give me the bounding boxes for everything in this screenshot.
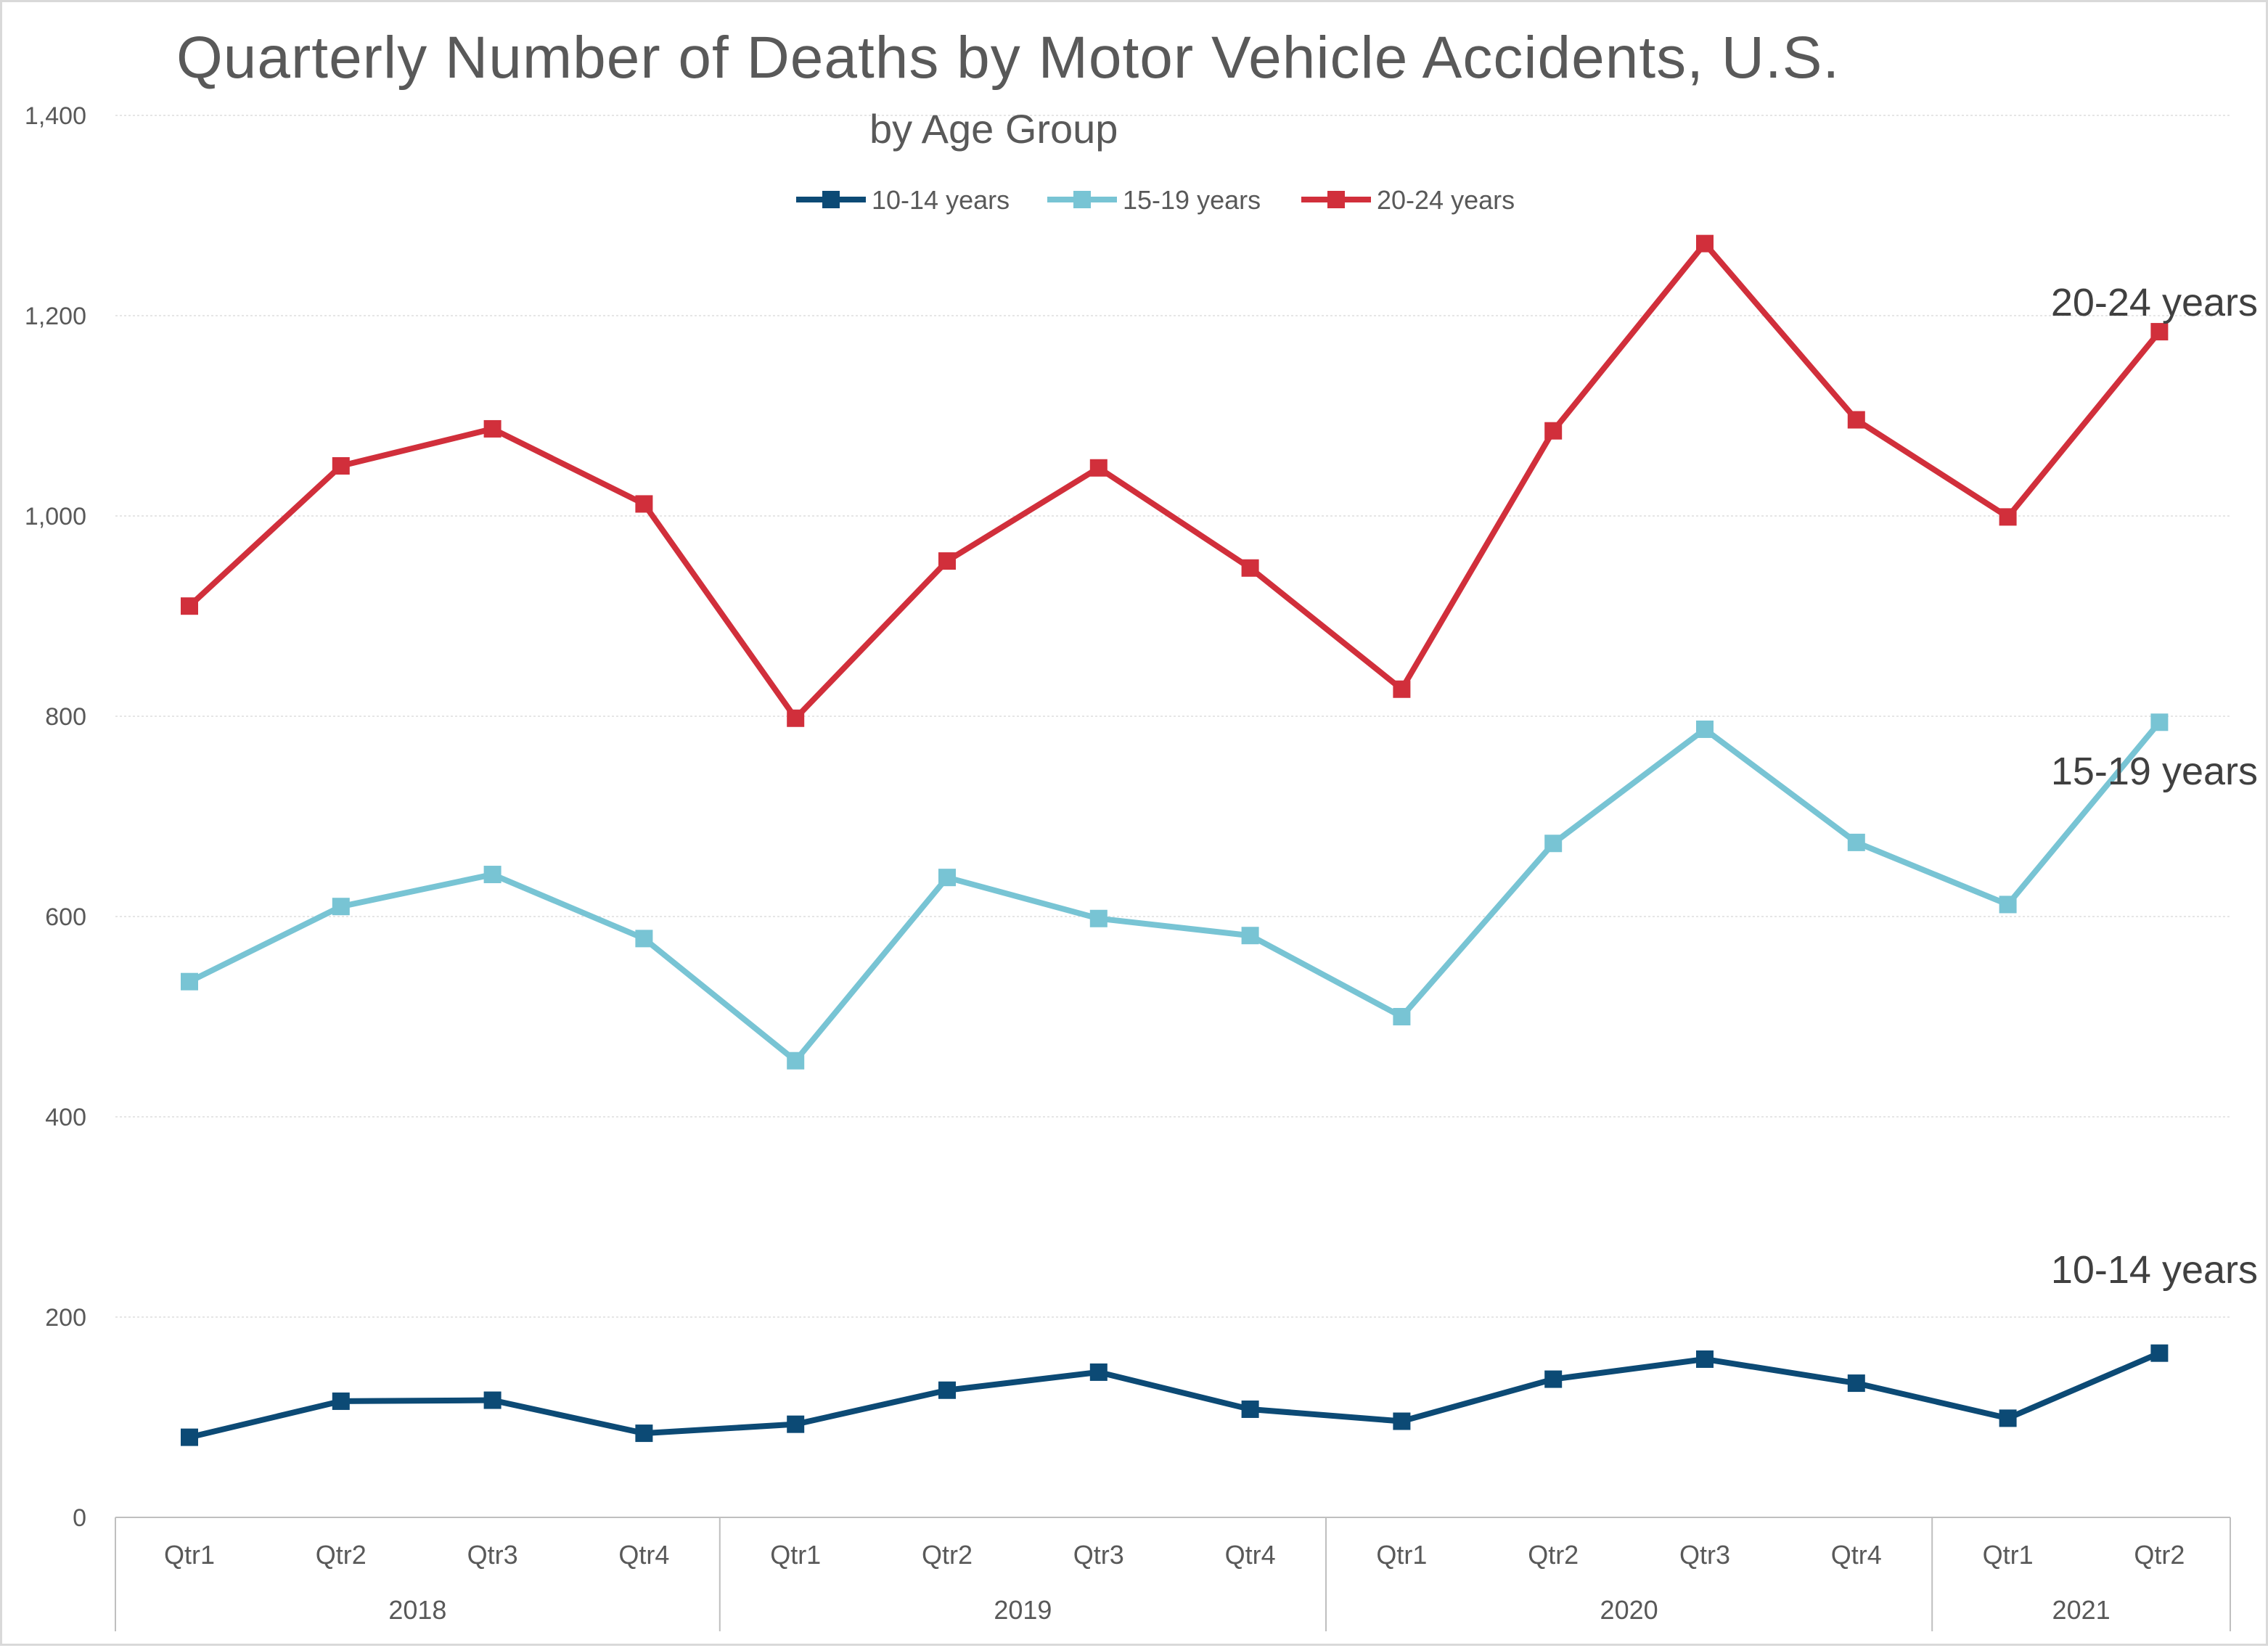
series-line [189, 1350, 2161, 1440]
series-10-14-years [181, 1344, 2169, 1446]
y-tick-label: 0 [73, 1504, 86, 1532]
legend-swatch-marker [822, 191, 840, 208]
data-point [1241, 559, 1259, 577]
legend-swatch-marker [1073, 191, 1091, 208]
y-tick-label: 400 [45, 1104, 86, 1131]
data-point [1847, 411, 1865, 429]
data-point [787, 1051, 805, 1070]
data-point [1847, 1374, 1865, 1393]
y-tick-label: 1,200 [25, 303, 86, 330]
chart-subtitle: by Age Group [869, 106, 1118, 152]
group-label: 2018 [388, 1595, 446, 1625]
x-tick-label: Qtr2 [2134, 1540, 2185, 1570]
legend-item: 20-24 years [1301, 185, 1515, 215]
data-point [2150, 323, 2169, 341]
data-point [1696, 720, 1714, 738]
data-point [1393, 1008, 1411, 1025]
y-tick-label: 200 [45, 1304, 86, 1332]
series-lines [181, 234, 2169, 1446]
data-point [635, 1424, 653, 1443]
legend-swatch-marker [1327, 191, 1345, 208]
group-label: 2021 [2052, 1595, 2111, 1625]
group-label: 2020 [1600, 1595, 1658, 1625]
data-point [938, 869, 956, 887]
data-point [1393, 1412, 1411, 1430]
x-tick-label: Qtr4 [1831, 1540, 1882, 1570]
series-line [187, 240, 2162, 721]
data-point [787, 1415, 805, 1433]
data-point [332, 898, 350, 916]
x-tick-label: Qtr1 [1376, 1540, 1427, 1570]
x-tick-label: Qtr4 [1225, 1540, 1276, 1570]
data-point [1696, 234, 1714, 253]
data-point [1241, 1400, 1259, 1418]
legend-label: 10-14 years [872, 185, 1010, 215]
legend: 10-14 years 15-19 years 20-24 years [796, 185, 1515, 215]
data-point [1089, 459, 1108, 477]
data-point [635, 495, 653, 513]
data-point [2150, 1344, 2169, 1362]
series-line [188, 720, 2162, 1064]
data-point [1544, 835, 1563, 853]
data-point [483, 419, 502, 438]
series-15-19-years [181, 713, 2169, 1070]
group-label: 2019 [994, 1595, 1052, 1625]
x-tick-label: Qtr3 [467, 1540, 518, 1570]
data-point [1241, 927, 1259, 945]
x-tick-label: Qtr4 [618, 1540, 669, 1570]
x-tick-label: Qtr3 [1073, 1540, 1124, 1570]
series-end-label: 15-19 years [2051, 750, 2258, 793]
legend-label: 20-24 years [1377, 185, 1515, 215]
data-point [635, 930, 653, 948]
legend-item: 10-14 years [796, 185, 1010, 215]
chart-title: Quarterly Number of Deaths by Motor Vehi… [176, 25, 1841, 91]
data-point [1999, 508, 2017, 526]
data-point [1393, 680, 1411, 698]
data-point [938, 1381, 956, 1399]
data-point [2150, 713, 2169, 731]
data-point [1999, 895, 2017, 914]
x-tick-label: Qtr3 [1679, 1540, 1730, 1570]
x-tick-label: Qtr1 [164, 1540, 215, 1570]
series-end-label: 20-24 years [2051, 281, 2258, 324]
legend-label: 15-19 years [1123, 185, 1261, 215]
x-tick-label: Qtr1 [1983, 1540, 2034, 1570]
y-tick-label: 1,400 [25, 102, 86, 130]
data-point [483, 866, 502, 884]
data-point [332, 1392, 350, 1410]
data-point [1544, 422, 1563, 440]
y-tick-label: 800 [45, 703, 86, 731]
y-tick-label: 600 [45, 903, 86, 931]
y-tick-label: 1,000 [25, 503, 86, 530]
data-point [181, 597, 198, 615]
data-point [1847, 833, 1865, 851]
data-point [1696, 1350, 1714, 1368]
data-point [1089, 909, 1108, 927]
gridlines [115, 115, 2230, 1318]
x-tick-label: Qtr2 [1528, 1540, 1579, 1570]
x-tick-label: Qtr2 [922, 1540, 973, 1570]
data-point [1089, 1363, 1108, 1381]
data-point [181, 1428, 198, 1446]
axes: 0 200 400 600 800 1,000 1,200 1,400 2018 2019 2020… [25, 102, 2231, 1631]
data-point [1544, 1370, 1563, 1388]
data-point [787, 709, 805, 727]
series-end-label: 10-14 years [2051, 1248, 2258, 1292]
legend-item: 15-19 years [1047, 185, 1261, 215]
end-labels: 10-14 years 15-19 years 20-24 years [2051, 281, 2258, 1292]
data-point [332, 457, 350, 475]
x-tick-label: Qtr1 [770, 1540, 821, 1570]
data-point [938, 552, 956, 570]
data-point [483, 1391, 502, 1409]
data-point [181, 972, 198, 991]
data-point [1999, 1409, 2017, 1427]
series-20-24-years [181, 234, 2169, 727]
x-tick-label: Qtr2 [316, 1540, 367, 1570]
